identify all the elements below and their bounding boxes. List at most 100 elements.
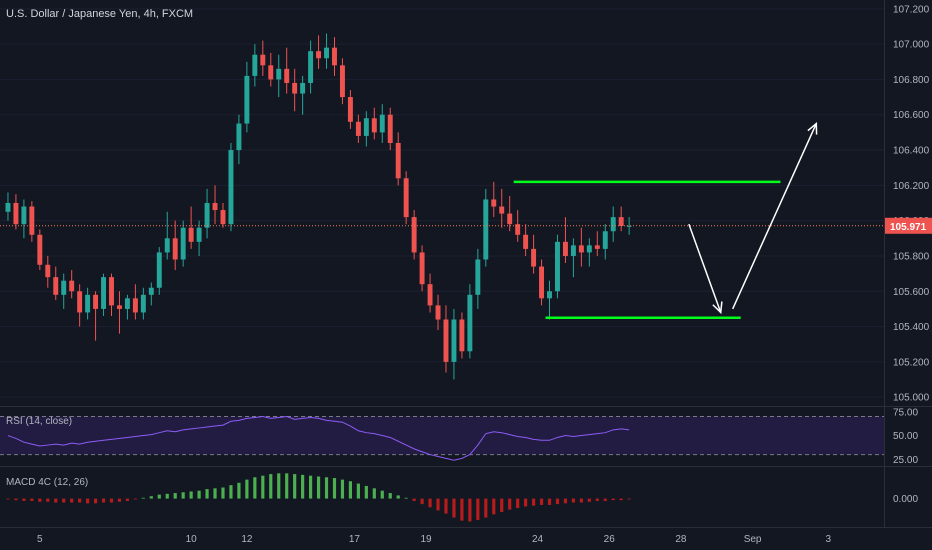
candle-body [172, 238, 178, 260]
time-tick-label: 17 [349, 534, 361, 545]
macd-bar [508, 498, 512, 510]
macd-bar [340, 479, 345, 499]
arrow-up-shaft [732, 123, 817, 310]
macd-bar [141, 497, 145, 499]
price-axis[interactable]: 105.000105.200105.400105.600105.800106.0… [885, 4, 932, 404]
candle-body [610, 217, 616, 232]
macd-bar [30, 498, 34, 501]
rsi-tick-label: 25.00 [893, 455, 918, 466]
macd-bar [380, 490, 384, 499]
macd-bar [444, 498, 448, 514]
macd-bar [189, 491, 193, 499]
candle-body [324, 47, 329, 59]
macd-bar [285, 473, 289, 499]
candle-body [459, 319, 465, 352]
macd-bar [595, 498, 599, 501]
macd-bar [86, 498, 90, 504]
macd-bar [301, 474, 305, 499]
macd-histogram [6, 473, 631, 522]
candle-body [61, 280, 67, 295]
price-tick-label: 105.400 [893, 322, 930, 333]
macd-axis[interactable]: 0.000 [893, 494, 918, 505]
macd-bar [492, 498, 496, 515]
candle-body [419, 252, 425, 285]
current-price-label: 105.971 [890, 222, 927, 233]
time-tick-label: 19 [421, 534, 433, 545]
macd-bar [6, 498, 10, 500]
candle-body [204, 203, 210, 228]
macd-bar [539, 498, 544, 505]
candle-body [491, 199, 497, 207]
candle-body [228, 150, 234, 225]
candle-body [387, 114, 393, 143]
macd-bar [420, 498, 424, 505]
macd-bar [531, 498, 536, 506]
candle-body [531, 248, 537, 267]
candle-body [451, 319, 457, 362]
macd-bar [563, 498, 568, 504]
macd-bar [93, 498, 98, 504]
candle-body [148, 287, 154, 295]
candle-body [5, 203, 11, 212]
candle-body [316, 51, 322, 59]
time-tick-label: 28 [675, 534, 687, 545]
macd-bar [62, 498, 66, 503]
time-tick-label: 12 [241, 534, 253, 545]
macd-bar [133, 498, 137, 500]
rsi-tick-label: 50.00 [893, 431, 918, 442]
macd-pane[interactable]: MACD 4C (12, 26) [6, 473, 631, 522]
price-tick-label: 106.800 [893, 75, 930, 86]
candle-body [300, 82, 306, 94]
macd-bar [109, 498, 114, 503]
candle-body [85, 294, 91, 313]
candle-body [284, 68, 290, 83]
price-pane[interactable]: U.S. Dollar / Japanese Yen, 4h, FXCM [0, 8, 884, 398]
macd-bar [460, 498, 464, 521]
price-tick-label: 107.200 [893, 4, 930, 15]
candle-body [252, 54, 258, 76]
candle-body [292, 82, 298, 94]
macd-bar [579, 498, 583, 503]
macd-bar [197, 490, 201, 499]
macd-bar [54, 498, 58, 503]
candle-body [555, 241, 560, 292]
candle-body [220, 210, 226, 225]
macd-bar [500, 498, 504, 512]
macd-bar [547, 498, 552, 505]
macd-bar [293, 474, 297, 499]
candle-body [443, 319, 449, 362]
candle-body [618, 217, 624, 226]
macd-bar [611, 498, 615, 501]
time-axis[interactable]: 5 10 12 17 19 24 26 28 Sep 3 [37, 534, 831, 545]
price-tick-label: 107.000 [893, 40, 930, 51]
candle-body [332, 47, 337, 66]
candle-body [586, 245, 592, 253]
price-candles [0, 33, 884, 380]
rsi-pane[interactable]: RSI (14, close) [0, 416, 884, 461]
macd-bar [476, 498, 480, 520]
macd-bar [70, 498, 74, 503]
macd-bar [78, 498, 82, 503]
macd-bar [46, 498, 50, 502]
macd-tick-label: 0.000 [893, 494, 918, 505]
macd-bar [14, 498, 18, 501]
candle-body [594, 245, 600, 249]
rsi-band-fill [0, 416, 884, 455]
candle-body [403, 178, 409, 218]
candle-body [626, 225, 632, 227]
candle-body [260, 54, 266, 66]
macd-bar [436, 498, 440, 511]
candle-body [21, 206, 27, 225]
candle-body [156, 252, 162, 288]
time-tick-label: 3 [825, 534, 831, 545]
macd-bar [165, 493, 169, 499]
candle-body [244, 75, 250, 124]
candle-body [268, 65, 274, 80]
rsi-tick-label: 75.00 [893, 407, 918, 418]
candle-body [467, 294, 473, 352]
candle-body [196, 227, 202, 242]
price-tick-label: 105.600 [893, 287, 930, 298]
rsi-axis[interactable]: 75.00 50.00 25.00 [893, 407, 918, 466]
price-grid [0, 8, 884, 398]
